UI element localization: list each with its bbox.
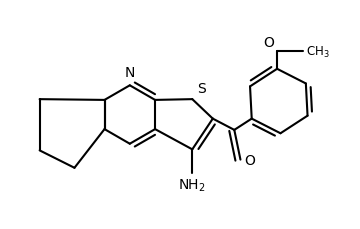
- Text: S: S: [197, 82, 206, 96]
- Text: NH$_2$: NH$_2$: [179, 177, 206, 194]
- Text: N: N: [125, 66, 135, 80]
- Text: CH$_3$: CH$_3$: [306, 45, 329, 60]
- Text: O: O: [263, 36, 274, 50]
- Text: O: O: [244, 153, 256, 167]
